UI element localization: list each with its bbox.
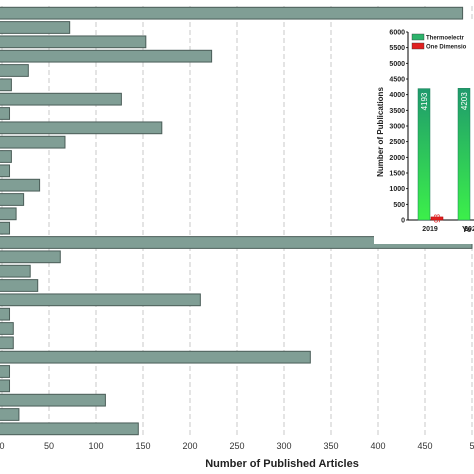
bar bbox=[0, 21, 71, 34]
inset-bars: 4193 98 4203 bbox=[417, 88, 471, 223]
inset-legend-label: Thermoelectr bbox=[426, 36, 465, 42]
x-tick-label: 400 bbox=[370, 441, 385, 451]
bar bbox=[0, 107, 11, 120]
bar bbox=[0, 150, 12, 163]
bar bbox=[0, 121, 163, 135]
inset-legend-label: One Dimensio bbox=[426, 45, 467, 51]
inset-y-tick-label: 5500 bbox=[389, 45, 405, 52]
inset-bar bbox=[417, 88, 431, 221]
inset-y-tick-label: 4500 bbox=[389, 77, 405, 84]
x-tick-label: 450 bbox=[417, 441, 432, 451]
bar bbox=[0, 408, 20, 421]
bar bbox=[0, 293, 201, 307]
bar bbox=[0, 422, 139, 436]
inset-legend-swatch bbox=[411, 33, 425, 41]
bar bbox=[0, 49, 213, 63]
x-tick-label: 50 bbox=[44, 441, 54, 451]
inset-legend: Thermoelectr One Dimensio bbox=[411, 33, 467, 51]
x-tick-label: 5 bbox=[469, 441, 474, 451]
inset-y-tick-label: 500 bbox=[393, 202, 405, 209]
inset-y-tick-label: 4000 bbox=[389, 92, 405, 99]
bar bbox=[0, 350, 311, 364]
bars bbox=[0, 6, 473, 436]
inset-y-tick-label: 0 bbox=[401, 218, 405, 225]
inset-y-tick-label: 6000 bbox=[389, 30, 405, 37]
inset-value-label: 4193 bbox=[420, 92, 429, 110]
bar bbox=[0, 279, 39, 292]
inset-y-tick-label: 1000 bbox=[389, 186, 405, 193]
inset-x-tick-label: 202 bbox=[464, 226, 474, 233]
bar bbox=[0, 393, 106, 407]
bar bbox=[0, 178, 41, 192]
bar bbox=[0, 92, 122, 106]
inset-y-tick-labels: 0 500 1000 1500 2000 2500 3000 3500 4000 4500 5000… bbox=[389, 30, 408, 225]
bar bbox=[0, 264, 31, 278]
x-tick-label: 350 bbox=[323, 441, 338, 451]
bar bbox=[0, 64, 29, 77]
inset-bar bbox=[430, 216, 444, 221]
inset-bar bbox=[457, 88, 471, 221]
inset-y-tick-label: 2000 bbox=[389, 155, 405, 162]
x-tick-label: 150 bbox=[135, 441, 150, 451]
bar bbox=[0, 336, 14, 350]
bar bbox=[0, 6, 464, 20]
bar bbox=[0, 322, 14, 335]
x-tick-label: 200 bbox=[182, 441, 197, 451]
inset-y-axis-label: Number of Publications bbox=[376, 87, 385, 177]
inset-bar-chart: 4193 98 4203 0 500 1000 1500 2000 2500 3000 3500 4… bbox=[376, 30, 474, 234]
x-tick-label: 0 bbox=[0, 441, 5, 451]
inset-y-tick-label: 1500 bbox=[389, 171, 405, 178]
inset-y-tick-label: 3500 bbox=[389, 108, 405, 115]
bar bbox=[0, 193, 25, 206]
inset-y-tick-label: 3000 bbox=[389, 124, 405, 131]
bar bbox=[0, 35, 147, 49]
bar bbox=[0, 250, 61, 264]
inset-value-label: 4203 bbox=[460, 92, 469, 110]
bar bbox=[0, 379, 11, 393]
x-axis-label: Number of Published Articles bbox=[205, 458, 359, 470]
bar bbox=[0, 207, 17, 221]
bar bbox=[0, 365, 11, 378]
inset-value-label: 98 bbox=[433, 213, 442, 222]
x-tick-label: 250 bbox=[229, 441, 244, 451]
bar bbox=[0, 307, 11, 321]
inset-y-tick-label: 2500 bbox=[389, 139, 405, 146]
inset-x-tick-labels: 2019 202 bbox=[422, 226, 474, 233]
bar bbox=[0, 78, 12, 92]
inset-legend-swatch bbox=[411, 42, 425, 50]
bar bbox=[0, 164, 11, 178]
x-tick-label: 300 bbox=[276, 441, 291, 451]
bar bbox=[0, 221, 11, 235]
x-tick-label: 100 bbox=[88, 441, 103, 451]
x-tick-labels: 0 50 100 150 200 250 300 350 400 450 5 bbox=[0, 441, 474, 451]
inset-x-axis-label: Ye bbox=[462, 225, 472, 234]
bar bbox=[0, 135, 66, 149]
inset-y-tick-label: 5000 bbox=[389, 61, 405, 68]
inset-x-tick-label: 2019 bbox=[422, 226, 438, 233]
inset-chart-panel: 4193 98 4203 0 500 1000 1500 2000 2500 3000 3500 4… bbox=[374, 22, 474, 244]
